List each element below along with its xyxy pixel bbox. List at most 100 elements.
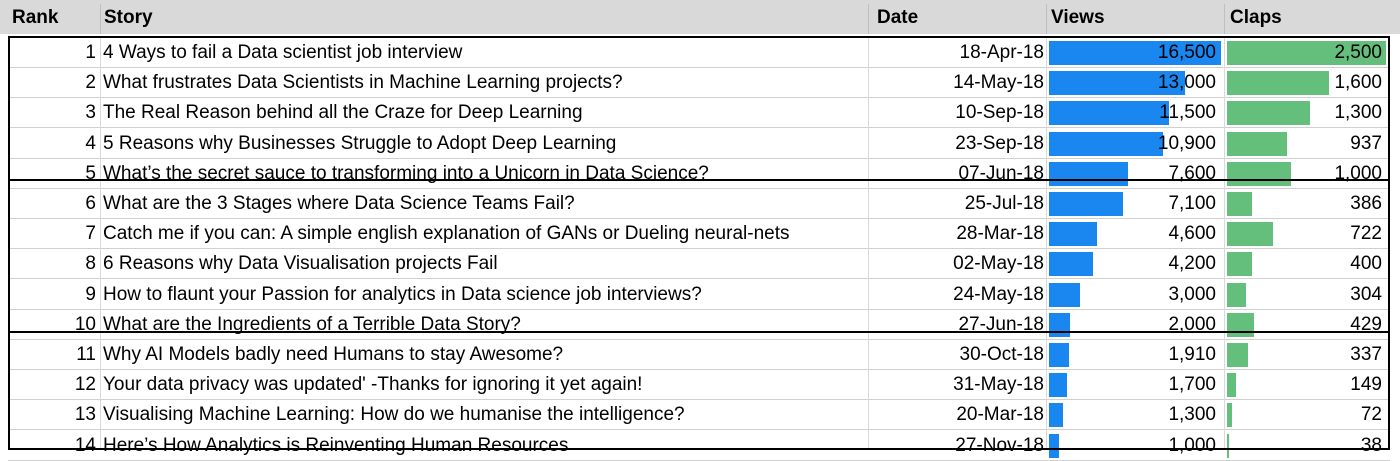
views-cell[interactable]: 13,000 [1157, 72, 1216, 93]
table-row[interactable]: 13 Visualising Machine Learning: How do w… [0, 400, 1400, 430]
views-cell[interactable]: 1,910 [1168, 344, 1216, 365]
table-row[interactable]: 12 Your data privacy was updated' -Thanks… [0, 370, 1400, 400]
story-cell[interactable]: What frustrates Data Scientists in Machi… [103, 72, 623, 93]
story-cell[interactable]: Here’s How Analytics is Reinventing Huma… [103, 435, 569, 456]
views-cell[interactable]: 1,000 [1168, 435, 1216, 456]
date-cell[interactable]: 02-May-18 [953, 253, 1044, 274]
group-divider [8, 179, 1390, 181]
date-cell[interactable]: 07-Jun-18 [958, 163, 1044, 184]
story-cell[interactable]: Catch me if you can: A simple english ex… [103, 223, 790, 244]
views-cell[interactable]: 3,000 [1168, 284, 1216, 305]
views-cell[interactable]: 16,500 [1157, 42, 1216, 63]
story-cell[interactable]: The Real Reason behind all the Craze for… [103, 102, 583, 123]
claps-cell[interactable]: 304 [1350, 284, 1382, 305]
views-cell[interactable]: 7,100 [1168, 193, 1216, 214]
date-cell[interactable]: 28-Mar-18 [956, 223, 1044, 244]
date-cell[interactable]: 27-Jun-18 [958, 314, 1044, 335]
claps-databar [1227, 434, 1229, 458]
header-views[interactable]: Views [1051, 7, 1105, 28]
rank-cell[interactable]: 3 [85, 102, 96, 123]
claps-cell[interactable]: 1,600 [1334, 72, 1382, 93]
row-gridline [8, 67, 1390, 68]
rank-cell[interactable]: 7 [85, 223, 96, 244]
table-row[interactable]: 3 The Real Reason behind all the Craze fo… [0, 98, 1400, 128]
views-cell[interactable]: 4,200 [1168, 253, 1216, 274]
table-row[interactable]: 11 Why AI Models badly need Humans to sta… [0, 340, 1400, 370]
rank-cell[interactable]: 13 [74, 404, 96, 425]
header-date[interactable]: Date [877, 7, 919, 28]
date-cell[interactable]: 10-Sep-18 [955, 102, 1044, 123]
claps-cell[interactable]: 2,500 [1334, 42, 1382, 63]
date-cell[interactable]: 23-Sep-18 [955, 133, 1044, 154]
story-cell[interactable]: Why AI Models badly need Humans to stay … [103, 344, 564, 365]
story-cell[interactable]: 5 Reasons why Businesses Struggle to Ado… [103, 133, 617, 154]
row-gridline [8, 218, 1390, 219]
story-cell[interactable]: What are the Ingredients of a Terrible D… [103, 314, 521, 335]
rank-cell[interactable]: 14 [74, 435, 96, 456]
group-divider [8, 331, 1390, 333]
rank-cell[interactable]: 9 [85, 284, 96, 305]
story-cell[interactable]: 6 Reasons why Data Visualisation project… [103, 253, 498, 274]
story-cell[interactable]: What are the 3 Stages where Data Science… [103, 193, 575, 214]
header-rank[interactable]: Rank [12, 7, 59, 28]
table-row[interactable]: 6 What are the 3 Stages where Data Scienc… [0, 189, 1400, 219]
rank-cell[interactable]: 12 [74, 374, 96, 395]
views-cell[interactable]: 7,600 [1168, 163, 1216, 184]
table-row[interactable]: 2 What frustrates Data Scientists in Mach… [0, 68, 1400, 98]
row-gridline [8, 188, 1390, 189]
rank-cell[interactable]: 2 [85, 72, 96, 93]
story-cell[interactable]: Your data privacy was updated' -Thanks f… [103, 374, 643, 395]
views-cell[interactable]: 1,300 [1168, 404, 1216, 425]
views-databar [1049, 252, 1093, 276]
story-cell[interactable]: How to flaunt your Passion for analytics… [103, 284, 702, 305]
views-cell[interactable]: 11,500 [1159, 102, 1216, 123]
date-cell[interactable]: 31-May-18 [953, 374, 1044, 395]
views-cell[interactable]: 1,700 [1168, 374, 1216, 395]
rank-cell[interactable]: 6 [85, 193, 96, 214]
table-row[interactable]: 5 What’s the secret sauce to transforming… [0, 159, 1400, 189]
header-claps[interactable]: Claps [1230, 7, 1282, 28]
views-cell[interactable]: 10,900 [1157, 133, 1216, 154]
date-cell[interactable]: 14-May-18 [953, 72, 1044, 93]
rank-cell[interactable]: 8 [85, 253, 96, 274]
rank-cell[interactable]: 11 [76, 344, 96, 365]
story-cell[interactable]: What’s the secret sauce to transforming … [103, 163, 709, 184]
views-cell[interactable]: 4,600 [1168, 223, 1216, 244]
date-cell[interactable]: 30-Oct-18 [959, 344, 1044, 365]
date-cell[interactable]: 27-Nov-18 [955, 435, 1044, 456]
header-separator [100, 4, 101, 34]
claps-cell[interactable]: 38 [1360, 435, 1382, 456]
table-row[interactable]: 4 5 Reasons why Businesses Struggle to Ad… [0, 129, 1400, 159]
story-cell[interactable]: Visualising Machine Learning: How do we … [103, 404, 685, 425]
claps-cell[interactable]: 337 [1350, 344, 1382, 365]
header-row: Rank Story Date Views Claps [0, 0, 1400, 34]
rank-cell[interactable]: 10 [74, 314, 96, 335]
claps-cell[interactable]: 937 [1350, 133, 1382, 154]
date-cell[interactable]: 20-Mar-18 [956, 404, 1044, 425]
claps-cell[interactable]: 1,000 [1334, 163, 1382, 184]
table-row[interactable]: 7 Catch me if you can: A simple english e… [0, 219, 1400, 249]
header-story[interactable]: Story [104, 7, 153, 28]
date-cell[interactable]: 25-Jul-18 [964, 193, 1044, 214]
table-row[interactable]: 8 6 Reasons why Data Visualisation projec… [0, 249, 1400, 279]
views-databar [1049, 132, 1163, 156]
claps-cell[interactable]: 400 [1350, 253, 1382, 274]
rank-cell[interactable]: 4 [85, 133, 96, 154]
claps-cell[interactable]: 149 [1350, 374, 1382, 395]
rank-cell[interactable]: 5 [85, 163, 96, 184]
table-row[interactable]: 10 What are the Ingredients of a Terrible… [0, 310, 1400, 340]
claps-cell[interactable]: 72 [1360, 404, 1382, 425]
claps-cell[interactable]: 429 [1350, 314, 1382, 335]
date-cell[interactable]: 18-Apr-18 [959, 42, 1045, 63]
claps-cell[interactable]: 722 [1350, 223, 1382, 244]
claps-cell[interactable]: 1,300 [1334, 102, 1382, 123]
date-cell[interactable]: 24-May-18 [953, 284, 1044, 305]
views-databar [1049, 71, 1185, 95]
table-row[interactable]: 1 4 Ways to fail a Data scientist job int… [0, 38, 1400, 68]
claps-cell[interactable]: 386 [1350, 193, 1382, 214]
column-divider [1046, 36, 1047, 450]
story-cell[interactable]: 4 Ways to fail a Data scientist job inte… [103, 42, 463, 63]
table-row[interactable]: 9 How to flaunt your Passion for analytic… [0, 280, 1400, 310]
rank-cell[interactable]: 1 [85, 42, 96, 63]
views-cell[interactable]: 2,000 [1168, 314, 1216, 335]
